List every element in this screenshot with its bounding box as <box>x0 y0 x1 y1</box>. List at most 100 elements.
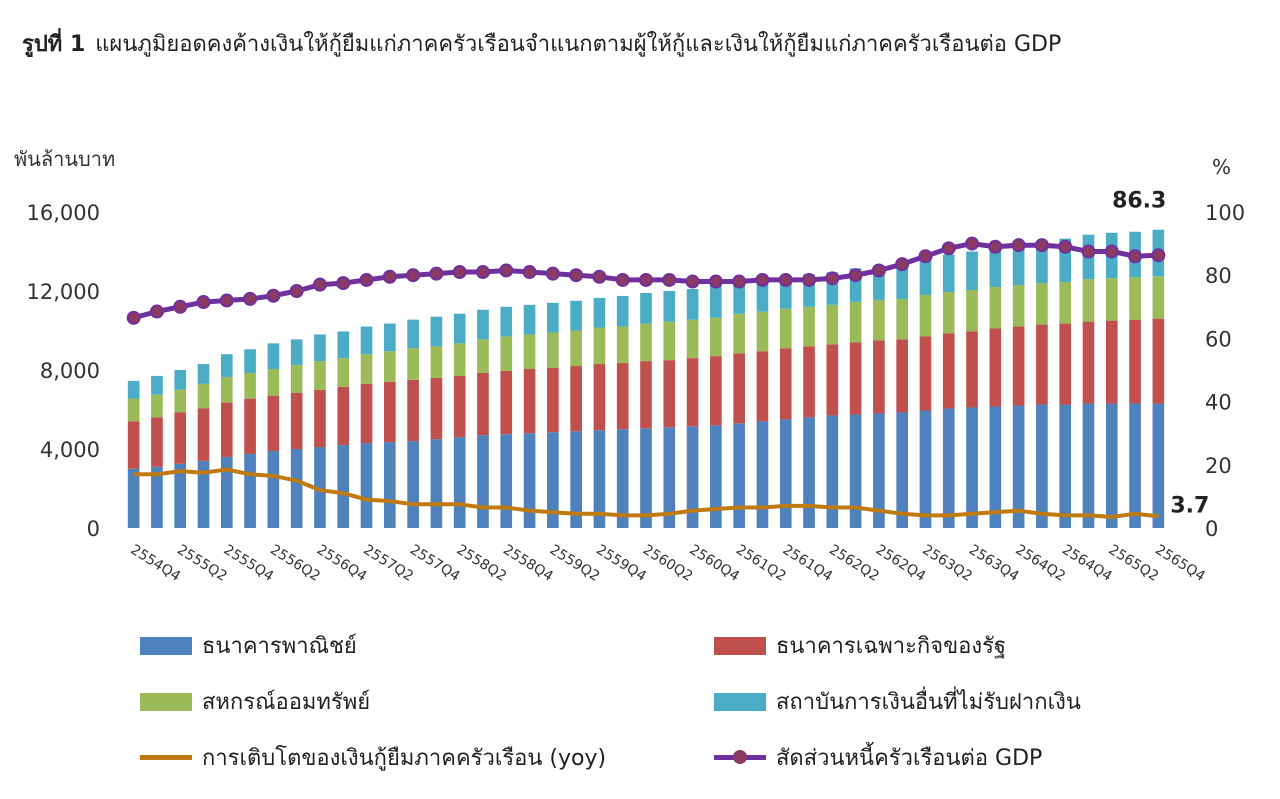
bar-segment-2 <box>1152 318 1165 404</box>
bar-segment-4 <box>197 364 210 384</box>
x-axis-tick-label: 2557Q2 <box>360 542 416 585</box>
bar-segment-4 <box>616 295 629 327</box>
bar-segment-1 <box>244 453 256 528</box>
bar-segment-2 <box>407 379 419 442</box>
bar-segment-2 <box>1012 326 1025 406</box>
bar-segment-3 <box>430 346 443 378</box>
debt-to-gdp-marker <box>126 310 141 325</box>
bar-segment-4 <box>127 380 140 399</box>
bar-segment-4 <box>686 289 699 320</box>
bar-segment-1 <box>616 429 629 528</box>
debt-to-gdp-marker <box>406 268 421 283</box>
debt-to-gdp-marker <box>1058 239 1073 254</box>
bar-segment-2 <box>663 360 676 428</box>
bar-segment-4 <box>500 306 513 337</box>
debt-to-gdp-marker <box>266 288 281 303</box>
bar-segment-1 <box>151 466 163 528</box>
bar-segment-1 <box>220 456 233 528</box>
bar-segment-4 <box>593 297 606 328</box>
bar-segment-3 <box>593 327 606 365</box>
bar-segment-3 <box>244 372 256 399</box>
bar-segment-2 <box>756 351 769 422</box>
debt-to-gdp-marker <box>1151 248 1166 263</box>
debt-to-gdp-marker <box>173 299 188 314</box>
bar-segment-1 <box>803 417 815 528</box>
bar-segment-3 <box>360 354 373 384</box>
x-axis-tick-label: 2554Q4 <box>128 542 184 585</box>
x-axis-tick-label: 2564Q2 <box>1013 542 1069 585</box>
bar-segment-1 <box>570 431 582 528</box>
debt-to-gdp-marker <box>522 265 537 280</box>
bar-segment-3 <box>290 365 303 393</box>
debt-to-gdp-latest-label: 86.3 <box>1112 188 1166 213</box>
bar-segment-1 <box>290 449 303 528</box>
bar-segment-4 <box>942 254 955 292</box>
x-axis-tick-label: 2559Q4 <box>593 542 649 585</box>
bar-segment-4 <box>244 349 256 373</box>
debt-to-gdp-marker <box>499 263 514 278</box>
bar-segment-4 <box>779 276 792 309</box>
legend-label: การเติบโตของเงินกู้ยืมภาคครัวเรือน (yoy) <box>202 746 607 771</box>
legend-swatch <box>140 636 192 655</box>
legend-swatch <box>714 636 766 655</box>
debt-to-gdp-marker <box>871 263 886 278</box>
debt-to-gdp-marker <box>243 291 258 306</box>
debt-to-gdp-marker <box>1011 238 1026 253</box>
bar-segment-2 <box>127 421 140 469</box>
bar-segment-4 <box>733 281 745 314</box>
debt-to-gdp-marker <box>965 236 980 251</box>
debt-to-gdp-marker <box>615 272 630 287</box>
bar-segment-1 <box>174 463 187 528</box>
bar-segment-4 <box>663 291 676 322</box>
bar-segment-3 <box>127 398 140 422</box>
debt-to-gdp-marker <box>1081 244 1096 259</box>
bar-segment-1 <box>849 414 862 528</box>
bar-segment-3 <box>384 351 396 382</box>
debt-to-gdp-marker <box>359 272 374 287</box>
bar-segment-2 <box>593 364 606 431</box>
bar-segment-4 <box>267 343 280 370</box>
bar-segment-3 <box>477 339 489 373</box>
bar-segment-4 <box>826 272 839 305</box>
bar-segment-2 <box>640 361 652 429</box>
bar-segment-2 <box>919 336 932 411</box>
left-axis-tick-label: 0 <box>87 517 100 541</box>
legend-label: สัดส่วนหนี้ครัวเรือนต่อ GDP <box>776 746 1043 771</box>
bar-segment-2 <box>779 348 792 420</box>
bar-segment-3 <box>453 343 466 376</box>
bar-segment-4 <box>710 286 722 318</box>
bar-segment-2 <box>1105 320 1118 404</box>
bar-segment-3 <box>547 332 559 369</box>
left-axis-unit: พันล้านบาท <box>14 147 115 171</box>
legend-label: สถาบันการเงินอื่นที่ไม่รับฝากเงิน <box>776 690 1081 715</box>
bar-segment-4 <box>360 326 373 355</box>
bar-segment-4 <box>151 375 163 395</box>
bar-segment-4 <box>430 316 443 347</box>
bar-segment-2 <box>803 346 815 418</box>
bar-segment-4 <box>1012 243 1025 286</box>
debt-to-gdp-marker <box>312 277 327 292</box>
bar-segment-4 <box>523 304 536 335</box>
bar-segment-3 <box>849 301 862 343</box>
x-axis-tick-label: 2564Q4 <box>1059 542 1115 585</box>
x-axis-tick-label: 2561Q2 <box>733 542 789 585</box>
bar-segment-1 <box>547 432 559 528</box>
debt-to-gdp-marker <box>1034 238 1049 253</box>
bar-segment-2 <box>500 370 513 435</box>
bar-segment-2 <box>989 328 1002 407</box>
bar-segment-2 <box>174 412 187 464</box>
debt-to-gdp-marker <box>918 249 933 264</box>
bar-segment-3 <box>1082 279 1095 322</box>
bar-segment-3 <box>733 313 745 354</box>
right-axis-tick-label: 100 <box>1205 201 1245 225</box>
bar-segment-3 <box>220 376 233 403</box>
left-axis: 0 4,000 8,000 12,000 16,000 <box>27 201 100 541</box>
x-axis-tick-label: 2560Q2 <box>640 542 696 585</box>
bar-segment-4 <box>756 279 769 312</box>
bar-segment-2 <box>1129 319 1141 404</box>
bar-segment-2 <box>942 333 955 409</box>
x-axis-tick-label: 2557Q4 <box>407 542 463 585</box>
bar-segment-3 <box>803 306 815 347</box>
bar-segment-3 <box>710 317 722 357</box>
legend-swatch <box>140 692 192 711</box>
